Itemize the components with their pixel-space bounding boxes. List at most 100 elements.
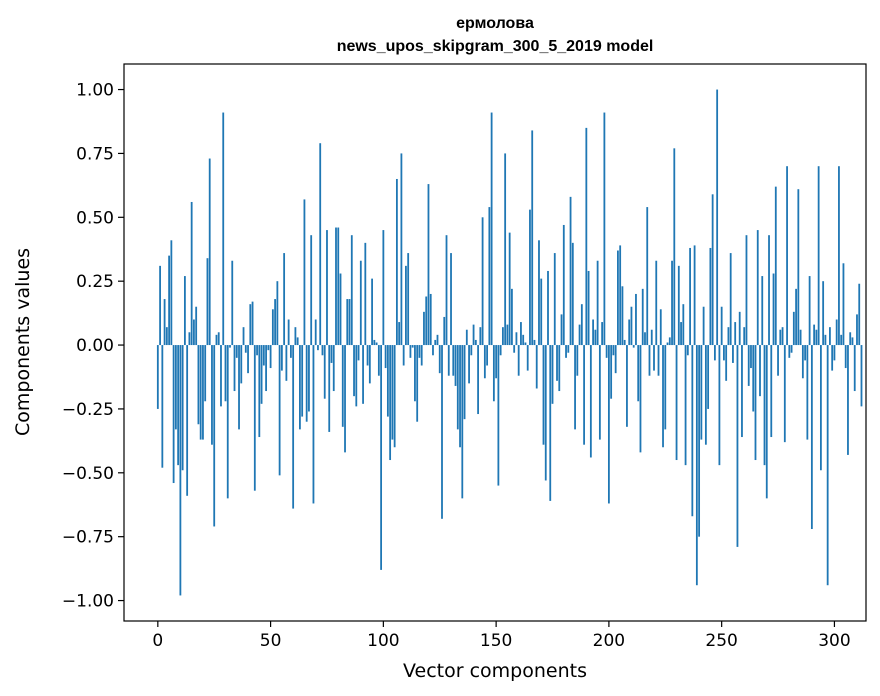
bar — [612, 345, 615, 356]
bar — [824, 334, 827, 346]
bar — [617, 250, 619, 346]
bar — [450, 253, 452, 346]
bar — [253, 345, 256, 491]
bar — [425, 296, 428, 346]
bar — [682, 304, 685, 346]
bar — [673, 148, 676, 346]
bar — [619, 245, 622, 346]
bar — [292, 345, 295, 509]
x-tick-label: 0 — [152, 631, 163, 651]
bar — [650, 329, 653, 346]
bar — [723, 345, 725, 361]
bar — [486, 345, 489, 366]
bar — [251, 301, 254, 346]
bar — [560, 314, 563, 346]
bar — [366, 345, 369, 366]
bar — [346, 299, 349, 346]
bar — [637, 345, 640, 402]
y-tick-label: −0.50 — [62, 464, 114, 484]
bar — [195, 306, 198, 346]
bar — [229, 345, 231, 348]
bar — [770, 345, 773, 438]
bar — [159, 265, 161, 346]
x-tick-label: 100 — [367, 631, 399, 651]
bar — [526, 345, 529, 371]
bars-group — [156, 89, 863, 596]
x-tick-label: 50 — [260, 631, 282, 651]
bar — [801, 345, 804, 379]
bar — [350, 235, 353, 346]
bar — [267, 345, 270, 351]
bar — [238, 345, 240, 430]
bar — [441, 345, 443, 519]
bar — [831, 345, 834, 371]
bar — [799, 329, 802, 346]
bar — [427, 184, 430, 346]
bar — [797, 189, 800, 346]
bar — [199, 345, 202, 440]
bar — [470, 345, 473, 356]
bar — [695, 345, 698, 586]
bar — [790, 345, 793, 353]
bar — [709, 247, 712, 346]
bar — [580, 304, 583, 346]
bar — [289, 345, 292, 358]
bar — [632, 345, 635, 348]
bar — [197, 345, 200, 425]
bar — [754, 345, 757, 461]
bar — [206, 258, 209, 346]
bar — [384, 345, 387, 369]
bar — [614, 345, 617, 374]
bar — [531, 130, 534, 346]
bar — [524, 342, 527, 346]
bar — [594, 329, 597, 346]
bar — [492, 345, 495, 402]
x-tick-label: 200 — [593, 631, 625, 651]
bar — [623, 339, 626, 346]
bar — [386, 345, 389, 417]
bar — [335, 227, 337, 346]
bar — [312, 345, 315, 504]
bar — [601, 322, 604, 346]
bar — [423, 311, 425, 346]
bar — [452, 345, 455, 376]
bar — [220, 345, 222, 407]
x-tick-label: 250 — [705, 631, 737, 651]
bar — [382, 230, 385, 346]
bar — [339, 273, 342, 346]
y-tick-label: 1.00 — [76, 81, 114, 101]
bar — [822, 281, 825, 346]
bar — [499, 345, 502, 356]
bar — [734, 322, 737, 346]
bar — [547, 270, 549, 346]
bar — [170, 240, 173, 346]
bar — [235, 345, 238, 358]
bar — [838, 166, 840, 346]
bar — [806, 345, 809, 440]
bar — [326, 230, 328, 346]
bar — [849, 332, 852, 346]
bar — [287, 319, 290, 346]
bar — [244, 345, 247, 353]
bar — [542, 345, 545, 445]
bar — [589, 345, 592, 458]
bar — [813, 324, 816, 346]
bar — [463, 345, 466, 420]
bar — [851, 337, 854, 346]
bar — [506, 324, 509, 346]
bar — [533, 339, 536, 346]
bar — [260, 345, 263, 404]
bar — [664, 345, 667, 430]
bar — [355, 345, 358, 407]
y-axis-label: Components values — [12, 248, 34, 436]
bar — [607, 345, 610, 504]
bar — [745, 235, 748, 346]
bar — [400, 153, 403, 346]
bar — [168, 255, 171, 346]
y-tick-label: −0.25 — [62, 400, 114, 420]
bar — [750, 345, 752, 369]
bar — [860, 345, 863, 407]
bar — [429, 293, 432, 346]
bar — [443, 316, 446, 346]
bar — [497, 345, 500, 486]
